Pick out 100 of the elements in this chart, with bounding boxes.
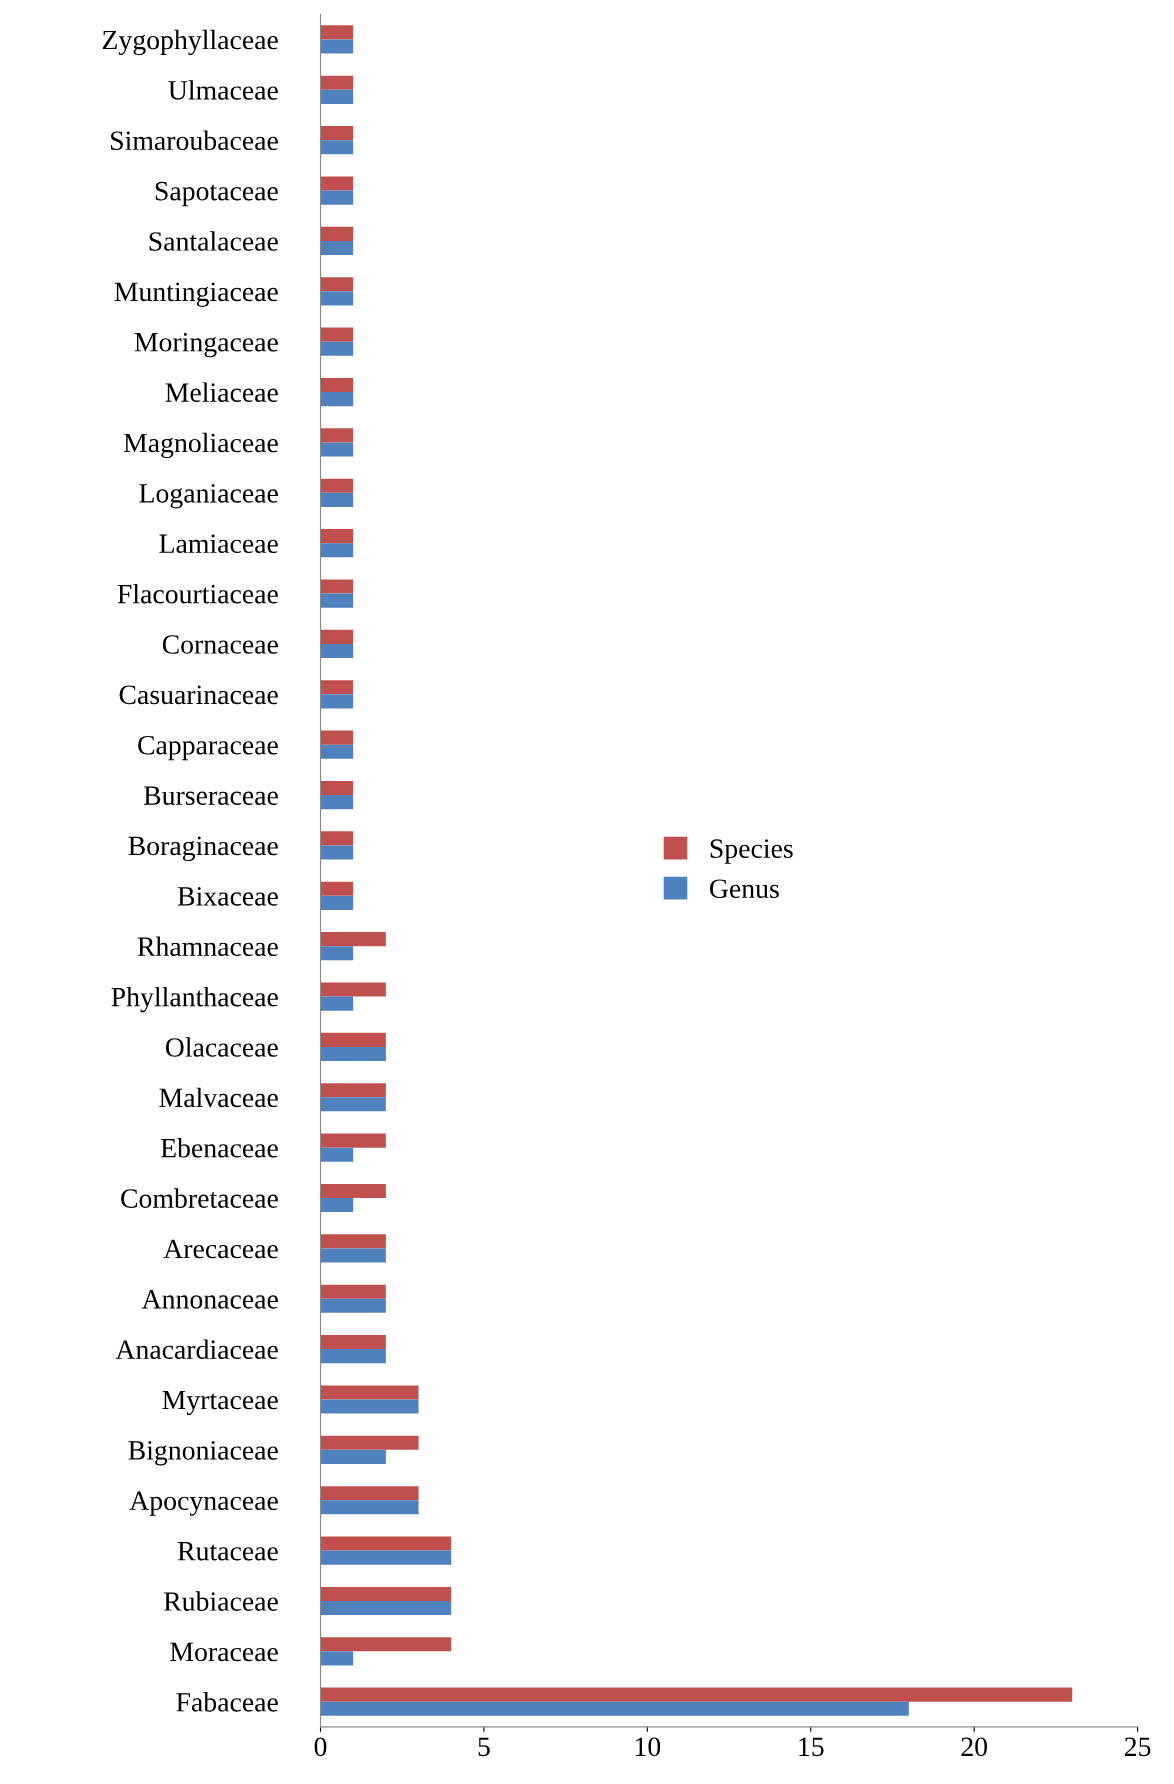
x-tick-label: 5 bbox=[478, 1737, 490, 1757]
y-tick-label: Moraceae bbox=[170, 1642, 278, 1662]
bar bbox=[320, 579, 354, 594]
y-tick-label: Burseraceae bbox=[143, 786, 278, 805]
bar bbox=[320, 982, 386, 997]
bar bbox=[320, 932, 386, 947]
legend-label: Genus bbox=[709, 879, 779, 899]
x-tick-label: 20 bbox=[961, 1737, 988, 1757]
y-tick-label: Rhamnaceae bbox=[137, 936, 278, 957]
bar bbox=[320, 1651, 354, 1666]
y-tick-label: Arecaceae bbox=[163, 1239, 278, 1259]
y-tick-label: Flacourtiaceae bbox=[117, 583, 278, 604]
bar bbox=[320, 1097, 386, 1112]
bar bbox=[320, 377, 354, 393]
y-tick-label: Olacaceae bbox=[165, 1037, 278, 1057]
bar bbox=[320, 1399, 419, 1414]
y-tick-label: Combretaceae bbox=[121, 1188, 278, 1208]
legend-label: Species bbox=[710, 839, 793, 864]
bar bbox=[320, 730, 354, 745]
bar bbox=[320, 1298, 386, 1313]
bar bbox=[320, 1183, 386, 1199]
y-tick-label: Loganiaceae bbox=[139, 484, 278, 509]
bar bbox=[320, 946, 354, 961]
bar bbox=[320, 176, 354, 191]
bar bbox=[320, 1500, 419, 1515]
y-tick-label: Ulmaceae bbox=[168, 80, 278, 100]
bar bbox=[320, 89, 354, 104]
bar bbox=[320, 75, 354, 90]
bar bbox=[320, 643, 354, 659]
bar bbox=[320, 25, 354, 40]
bar bbox=[320, 881, 354, 896]
bar bbox=[320, 543, 354, 558]
y-tick-label: Casuarinaceae bbox=[119, 685, 278, 705]
bar bbox=[320, 1083, 386, 1098]
bar bbox=[320, 478, 354, 493]
bar bbox=[320, 1147, 354, 1162]
bar bbox=[320, 1486, 419, 1501]
y-tick-label: Bixaceae bbox=[177, 887, 278, 906]
x-tick-label: 15 bbox=[799, 1737, 824, 1757]
bar bbox=[320, 327, 354, 342]
bar bbox=[320, 1349, 386, 1364]
bar bbox=[320, 895, 354, 910]
y-tick-label: Cornaceae bbox=[162, 635, 278, 654]
bar bbox=[320, 1335, 386, 1350]
bar bbox=[320, 694, 354, 709]
bar bbox=[320, 1133, 386, 1148]
y-tick-label: Ebenaceae bbox=[160, 1138, 278, 1158]
y-tick-label: Meliaceae bbox=[165, 382, 278, 402]
bar bbox=[320, 529, 354, 544]
y-tick-label: Apocynaceae bbox=[129, 1491, 278, 1516]
y-tick-label: Anacardiaceae bbox=[115, 1339, 278, 1360]
bar bbox=[320, 744, 354, 759]
y-tick-label: Myrtaceae bbox=[162, 1390, 278, 1416]
bar bbox=[320, 1032, 386, 1047]
bar bbox=[320, 39, 354, 54]
bar bbox=[320, 277, 354, 292]
bar bbox=[320, 1586, 452, 1601]
y-tick-label: Sapotaceae bbox=[155, 181, 278, 207]
y-tick-label: Capparaceae bbox=[138, 735, 278, 761]
y-tick-label: Muntingiaceae bbox=[114, 282, 278, 307]
bar bbox=[320, 140, 354, 155]
y-tick-label: Simaroubaceae bbox=[111, 130, 278, 151]
x-tick-label: 0 bbox=[314, 1737, 327, 1757]
y-tick-label: Annonaceae bbox=[141, 1290, 278, 1309]
bar bbox=[320, 226, 354, 241]
bar bbox=[320, 291, 354, 306]
y-tick-label: Zygophyllaceae bbox=[102, 29, 278, 56]
bar bbox=[320, 780, 354, 796]
bar bbox=[320, 428, 354, 443]
bar bbox=[320, 1600, 452, 1616]
bar bbox=[320, 1637, 452, 1652]
bar bbox=[320, 126, 354, 141]
y-tick-label: Rubiaceae bbox=[163, 1591, 278, 1611]
bar bbox=[320, 392, 354, 407]
bar bbox=[320, 190, 354, 205]
bar bbox=[320, 1536, 452, 1551]
bar bbox=[320, 1198, 354, 1213]
y-tick-label: Bignoniaceae bbox=[128, 1441, 278, 1466]
y-tick-label: Magnoliaceae bbox=[123, 432, 278, 459]
bar bbox=[320, 1248, 386, 1263]
bar bbox=[320, 442, 354, 457]
bar bbox=[320, 593, 354, 608]
bar bbox=[320, 680, 354, 695]
bar bbox=[320, 1449, 386, 1464]
bar bbox=[320, 831, 354, 846]
bar bbox=[320, 1701, 909, 1716]
bar bbox=[320, 240, 354, 256]
bar bbox=[320, 1284, 386, 1299]
bar bbox=[320, 1550, 452, 1565]
y-tick-label: Fabaceae bbox=[176, 1692, 278, 1712]
bar bbox=[320, 1234, 386, 1249]
bar bbox=[320, 1435, 419, 1450]
bar bbox=[320, 341, 354, 356]
bar bbox=[320, 492, 354, 507]
y-tick-label: Phyllanthaceae bbox=[111, 986, 278, 1013]
y-tick-label: Malvaceae bbox=[159, 1087, 278, 1108]
x-tick-label: 25 bbox=[1124, 1737, 1151, 1757]
y-tick-label: Rutaceae bbox=[177, 1542, 278, 1561]
bar bbox=[320, 996, 354, 1011]
x-tick-label: 10 bbox=[635, 1737, 661, 1757]
